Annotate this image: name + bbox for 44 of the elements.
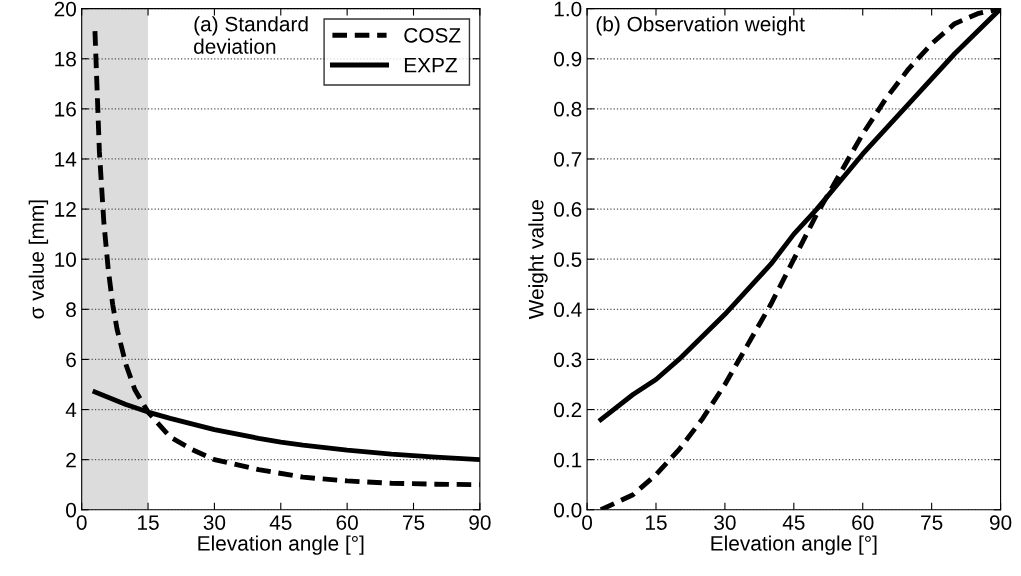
x-axis-title: Elevation angle [°] xyxy=(711,535,877,555)
annotation: (a) Standard deviation xyxy=(194,16,308,54)
y-tick-label: 0 xyxy=(66,502,77,518)
y-tick-label: 10 xyxy=(55,252,77,267)
y-tick-label: 6 xyxy=(66,352,76,368)
legend-label: COSZ xyxy=(404,27,461,43)
y-tick-label: 2 xyxy=(66,452,76,468)
annotation: (b) Observation weight xyxy=(596,16,805,36)
x-tick-label: 0 xyxy=(76,515,87,530)
x-tick-label: 75 xyxy=(921,515,943,530)
y-axis-title: σ value [mm] xyxy=(28,200,49,319)
x-tick-label: 30 xyxy=(203,515,226,530)
y-tick-label: 14 xyxy=(55,152,77,167)
y-tick-label: 20 xyxy=(54,1,77,17)
legend-label: EXPZ xyxy=(404,57,458,73)
y-tick-label: 1.0 xyxy=(554,1,582,17)
y-axis-title: Weight value xyxy=(528,200,548,320)
x-tick-label: 75 xyxy=(402,515,425,530)
x-tick-label: 45 xyxy=(782,515,805,530)
y-tick-label: 0.6 xyxy=(554,202,582,217)
y-tick-label: 0.7 xyxy=(554,151,582,167)
x-tick-label: 60 xyxy=(336,515,358,530)
x-tick-label: 15 xyxy=(646,515,667,530)
y-tick-label: 0.5 xyxy=(554,252,582,267)
y-tick-label: 8 xyxy=(66,302,76,318)
y-tick-label: 0.3 xyxy=(554,352,582,368)
x-tick-label: 45 xyxy=(269,515,292,530)
y-tick-label: 18 xyxy=(55,51,76,67)
x-tick-label: 15 xyxy=(138,515,159,530)
y-tick-label: 0.4 xyxy=(554,302,582,318)
x-tick-label: 0 xyxy=(582,515,593,530)
y-tick-label: 12 xyxy=(55,202,76,217)
x-tick-label: 60 xyxy=(852,515,874,530)
y-tick-label: 0.8 xyxy=(554,101,582,117)
y-tick-label: 0.2 xyxy=(554,402,582,418)
y-tick-label: 0.1 xyxy=(554,452,582,468)
y-tick-label: 0.0 xyxy=(554,502,582,518)
x-axis-title: Elevation angle [°] xyxy=(198,535,364,555)
x-tick-label: 90 xyxy=(989,515,1012,530)
y-tick-label: 16 xyxy=(55,101,76,117)
y-tick-label: 4 xyxy=(65,402,77,418)
y-tick-label: 0.9 xyxy=(554,51,582,67)
x-tick-label: 30 xyxy=(714,515,736,530)
x-tick-label: 90 xyxy=(469,515,491,530)
